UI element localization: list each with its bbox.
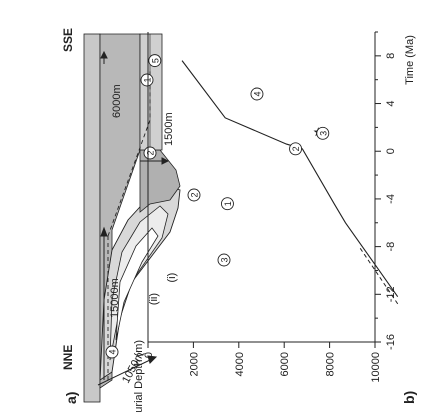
crust-slab — [84, 34, 100, 402]
marker-2-low: 2 — [188, 189, 200, 201]
annotation-6000m: 6000m — [111, 84, 123, 118]
y-axis-title: Burial Depth (m) — [133, 340, 145, 412]
x-tick-label: 8 — [385, 53, 397, 59]
point-label: 3 — [317, 127, 329, 139]
y-tick-label: 8000 — [325, 352, 337, 376]
label-nne: NNE — [61, 345, 75, 370]
label-sse: SSE — [61, 28, 75, 52]
x-tick-label: -8 — [385, 242, 397, 252]
marker-2-top: 2 — [144, 147, 156, 159]
svg-text:4: 4 — [252, 91, 262, 96]
x-tick-label: 4 — [385, 100, 397, 106]
y-tick-label: 2000 — [188, 352, 200, 376]
svg-text:2: 2 — [146, 150, 156, 155]
svg-text:4: 4 — [108, 349, 118, 354]
series-label: (i) — [166, 273, 178, 283]
y-tick-label: 10000 — [370, 352, 382, 383]
point-label: 4 — [251, 88, 263, 100]
x-tick-label: 0 — [385, 148, 397, 154]
y-tick-label: 6000 — [279, 352, 291, 376]
x-tick-label: -12 — [385, 286, 397, 302]
panel-a-label: a) — [63, 392, 79, 404]
point-label: 2 — [290, 143, 302, 155]
svg-text:3: 3 — [318, 131, 328, 136]
annotation-15000m: 15000m — [109, 278, 121, 318]
marker-1: 1 — [141, 74, 153, 86]
point-label: 1 — [221, 198, 233, 210]
series-label: (ii) — [148, 293, 160, 305]
y-tick-label: 4000 — [234, 352, 246, 376]
svg-text:5: 5 — [150, 58, 160, 63]
x-tick-label: -16 — [385, 334, 397, 350]
marker-4: 4 — [106, 346, 118, 358]
marker-3: 3 — [218, 254, 230, 266]
panel-b-label: b) — [401, 391, 417, 404]
svg-text:2: 2 — [291, 146, 301, 151]
upper-layer — [140, 34, 162, 150]
x-axis-title: Time (Ma) — [404, 35, 416, 85]
x-tick-label: -4 — [385, 194, 397, 204]
point-label: 5 — [149, 55, 161, 67]
svg-text:2: 2 — [190, 192, 200, 197]
svg-text:1: 1 — [223, 201, 233, 206]
annotation-1500m: 1500m — [163, 112, 175, 146]
svg-text:3: 3 — [220, 257, 230, 262]
